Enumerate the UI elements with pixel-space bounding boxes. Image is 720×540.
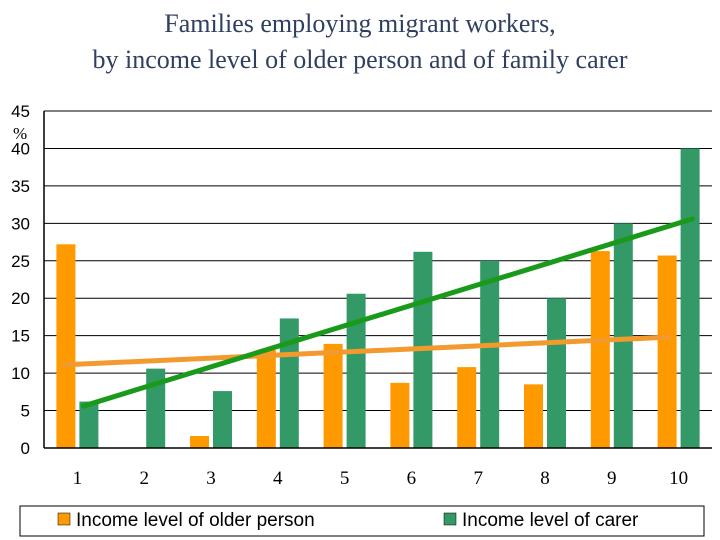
y-tick-label: 25 <box>11 252 30 271</box>
x-tick-label: 9 <box>607 468 617 489</box>
chart-title: Families employing migrant workers, by i… <box>0 6 720 78</box>
chart-title-line-1: Families employing migrant workers, <box>164 9 556 38</box>
y-tick-label: 40 <box>11 139 30 158</box>
x-tick-label: 5 <box>340 468 350 489</box>
y-axis-unit-label: % <box>13 124 27 143</box>
bar-carer <box>79 401 99 448</box>
y-tick-label: 30 <box>11 214 30 233</box>
x-tick-label: 3 <box>206 468 216 489</box>
bar-older-person <box>590 251 610 448</box>
x-tick-labels: 1 2 3 4 5 6 7 8 9 10 <box>73 468 688 489</box>
legend-box <box>19 505 705 537</box>
bar-older-person <box>256 349 276 448</box>
bar-older-person <box>657 255 677 448</box>
legend-label-older-person: Income level of older person <box>76 510 315 531</box>
x-tick-label: 2 <box>139 468 149 489</box>
y-tick-label: 20 <box>11 289 30 308</box>
y-tick-label: 5 <box>21 402 30 421</box>
x-tick-label: 10 <box>669 468 688 489</box>
x-tick-label: 7 <box>473 468 483 489</box>
y-tick-label: 15 <box>11 327 30 346</box>
trendline-carer <box>80 216 696 409</box>
y-tick-labels: 0 5 10 15 20 25 30 35 40 45 <box>11 102 30 458</box>
legend-swatch-older-person <box>57 512 71 526</box>
chart-title-line-2: by income level of older person and of f… <box>92 45 628 74</box>
bar-carer <box>547 298 566 448</box>
y-tick-label: 45 <box>11 102 30 121</box>
x-tick-label: 8 <box>540 468 550 489</box>
bar-older-person <box>323 343 343 448</box>
bar-older-person <box>457 367 477 448</box>
bar-carer <box>480 260 500 448</box>
x-tick-label: 4 <box>273 468 283 489</box>
axes <box>43 111 712 449</box>
bar-older-person <box>190 436 209 448</box>
gridlines <box>44 110 712 412</box>
bar-carer <box>279 318 299 448</box>
bar-older-person <box>524 384 543 448</box>
legend-label-carer: Income level of carer <box>462 510 639 531</box>
trendlines <box>60 216 696 409</box>
bar-carer <box>613 223 633 448</box>
y-tick-label: 10 <box>11 364 30 383</box>
x-tick-label: 6 <box>407 468 417 489</box>
bar-older-person <box>390 382 410 448</box>
bar-carer <box>213 391 232 448</box>
y-tick-label: 0 <box>21 439 30 458</box>
bar-carer <box>146 368 166 448</box>
bar-carer <box>680 148 700 448</box>
bar-older-person <box>56 244 76 448</box>
legend: Income level of older person Income leve… <box>19 505 705 537</box>
y-tick-label: 35 <box>11 177 30 196</box>
x-tick-label: 1 <box>73 468 83 489</box>
bar-carer <box>346 293 366 448</box>
legend-swatch-carer <box>443 512 457 526</box>
trendline-older-person <box>60 334 672 368</box>
